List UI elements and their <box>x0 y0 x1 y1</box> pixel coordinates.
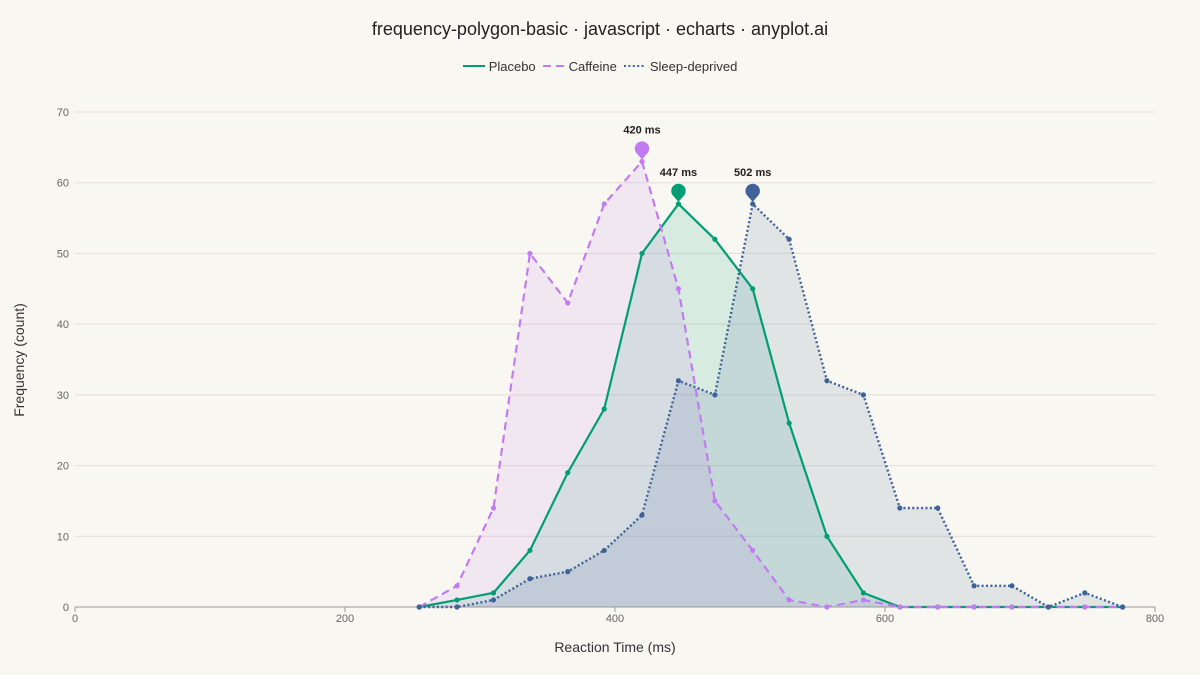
data-point-placebo <box>675 201 682 207</box>
data-point-placebo <box>601 406 607 412</box>
series-area-sleep-deprived <box>419 203 1123 607</box>
data-point-sleep-deprived <box>639 512 645 518</box>
data-point-placebo <box>786 420 792 426</box>
data-point-placebo <box>454 597 460 603</box>
data-point-placebo <box>639 250 645 257</box>
data-point-placebo <box>565 470 571 476</box>
data-point-sleep-deprived <box>1045 604 1051 610</box>
data-point-caffeine <box>750 547 756 554</box>
legend-item-caffeine[interactable]: Caffeine <box>542 57 617 75</box>
data-point-sleep-deprived <box>527 576 533 582</box>
data-point-sleep-deprived <box>1120 604 1126 610</box>
peak-markers: 447 ms 420 ms 502 ms <box>623 125 771 202</box>
series-area-placebo <box>419 203 1123 607</box>
data-point-caffeine <box>786 597 792 603</box>
legend-item-sleep-deprived[interactable]: Sleep-deprived <box>623 57 738 75</box>
data-point-caffeine <box>860 597 867 603</box>
peak-label-sleep-deprived: 502 ms <box>734 167 771 179</box>
data-point-sleep-deprived <box>490 597 497 603</box>
x-tick-label: 200 <box>336 613 354 625</box>
data-point-caffeine <box>1082 604 1088 610</box>
legend-line-icon <box>623 65 646 67</box>
data-point-caffeine <box>527 250 533 257</box>
x-axis-ticks: 0 200 400 600 800 <box>72 607 1164 625</box>
data-point-sleep-deprived <box>786 236 792 242</box>
grid-lines <box>75 111 1155 608</box>
data-point-sleep-deprived <box>416 604 422 610</box>
legend-label: Sleep-deprived <box>649 58 738 74</box>
data-point-sleep-deprived <box>935 505 941 511</box>
legend-item-placebo[interactable]: Placebo <box>462 57 536 75</box>
series-area-caffeine <box>419 161 1123 607</box>
data-point-caffeine <box>565 300 571 306</box>
x-tick-label: 800 <box>1146 613 1164 625</box>
legend-line-icon <box>462 65 485 67</box>
series-lines <box>418 160 1124 609</box>
peak-label-placebo: 447 ms <box>660 167 697 179</box>
legend: Placebo Caffeine Sleep-deprived <box>0 57 1200 75</box>
x-tick-label: 0 <box>72 613 78 625</box>
data-point-sleep-deprived <box>454 604 460 610</box>
data-point-placebo <box>824 533 830 539</box>
series-areas <box>419 161 1123 607</box>
peak-marker-placebo <box>671 183 686 202</box>
data-points <box>416 158 1126 610</box>
data-point-caffeine <box>454 583 460 589</box>
data-point-sleep-deprived <box>712 392 718 398</box>
y-tick-label: 20 <box>57 461 69 473</box>
x-axis-title: Reaction Time (ms) <box>554 639 675 655</box>
data-point-caffeine <box>897 604 903 610</box>
data-point-sleep-deprived <box>824 378 830 384</box>
data-point-sleep-deprived <box>971 583 977 589</box>
y-tick-label: 40 <box>57 319 69 331</box>
data-point-placebo <box>490 590 497 596</box>
data-point-placebo <box>860 590 867 596</box>
data-point-sleep-deprived <box>897 505 903 511</box>
data-point-caffeine <box>639 158 645 165</box>
chart-title: frequency-polygon-basic · javascript · e… <box>371 19 829 39</box>
data-point-caffeine <box>601 201 607 207</box>
x-tick-label: 600 <box>876 613 894 625</box>
y-tick-label: 50 <box>57 248 69 260</box>
data-point-caffeine <box>935 604 941 610</box>
series-line-sleep-deprived <box>419 202 1124 609</box>
y-axis-title: Frequency (count) <box>11 303 27 417</box>
data-point-caffeine <box>675 286 682 292</box>
data-point-placebo <box>750 286 756 292</box>
data-point-caffeine <box>1009 604 1015 610</box>
data-point-sleep-deprived <box>750 201 756 207</box>
data-point-sleep-deprived <box>1009 583 1015 589</box>
legend-label: Placebo <box>488 58 536 74</box>
data-point-placebo <box>527 547 533 554</box>
data-point-placebo <box>712 236 718 242</box>
y-tick-label: 0 <box>63 602 69 614</box>
data-point-sleep-deprived <box>601 547 607 554</box>
x-tick-label: 400 <box>606 613 624 625</box>
data-point-sleep-deprived <box>565 569 571 575</box>
peak-marker-caffeine <box>634 141 650 160</box>
peak-marker-sleep-deprived <box>745 183 760 202</box>
data-point-caffeine <box>490 505 497 511</box>
y-axis-ticks: 0 10 20 30 40 50 60 70 <box>57 107 69 614</box>
data-point-sleep-deprived <box>860 392 867 398</box>
legend-label: Caffeine <box>568 58 617 74</box>
data-point-caffeine <box>824 604 830 610</box>
data-point-caffeine <box>971 604 977 610</box>
peak-label-caffeine: 420 ms <box>623 125 660 137</box>
y-tick-label: 30 <box>57 390 69 402</box>
data-point-caffeine <box>712 498 718 504</box>
legend-line-icon <box>542 65 565 67</box>
y-tick-label: 70 <box>57 107 69 119</box>
y-tick-label: 60 <box>57 178 69 190</box>
y-tick-label: 10 <box>57 531 69 543</box>
series-line-caffeine <box>418 160 1123 609</box>
data-point-sleep-deprived <box>1082 590 1088 596</box>
data-point-sleep-deprived <box>675 378 682 384</box>
